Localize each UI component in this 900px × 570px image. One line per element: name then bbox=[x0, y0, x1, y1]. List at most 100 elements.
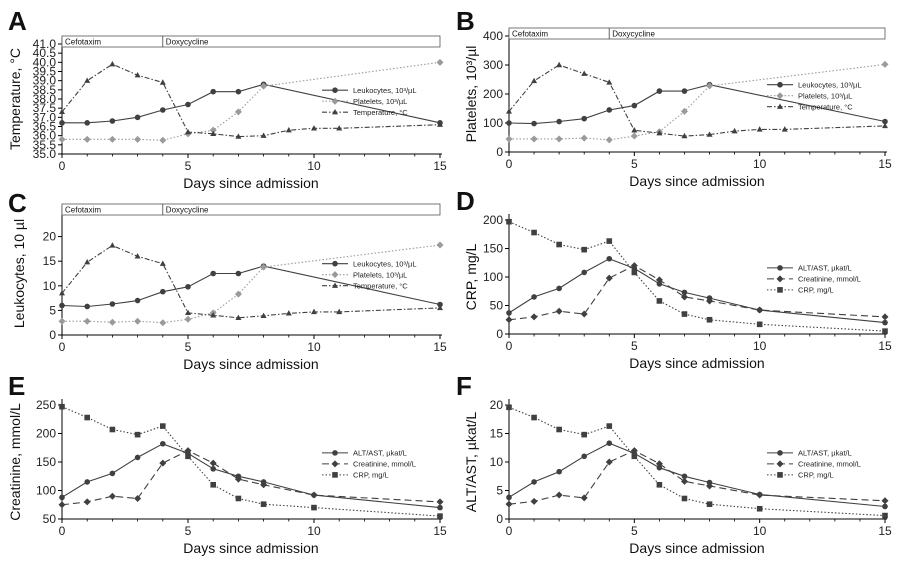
data-point bbox=[160, 423, 166, 429]
data-point bbox=[656, 464, 663, 471]
data-point bbox=[581, 115, 587, 122]
data-point bbox=[556, 426, 562, 433]
data-point bbox=[159, 319, 167, 327]
data-point bbox=[160, 288, 166, 295]
x-tick-label: 5 bbox=[631, 157, 638, 171]
x-tick-label: 15 bbox=[433, 159, 447, 173]
data-point bbox=[630, 447, 638, 455]
legend-marker bbox=[331, 460, 339, 468]
legend-label: Temperature, °C bbox=[798, 103, 853, 112]
panel-label: E bbox=[8, 371, 25, 401]
y-tick-label: 50 bbox=[43, 512, 57, 526]
chart-panel-e: E 50 100 150 200 250 0 5 10 15 Days since admissio… bbox=[7, 371, 447, 556]
data-point bbox=[756, 306, 764, 314]
data-point bbox=[656, 482, 663, 488]
legend-marker bbox=[777, 287, 783, 293]
data-point bbox=[531, 414, 537, 421]
data-point bbox=[185, 453, 191, 460]
data-point bbox=[681, 289, 688, 296]
chart-panel-f: F 0 5 10 15 20 0 5 10 15 Days since admission ALT/A… bbox=[456, 371, 892, 556]
data-point bbox=[756, 126, 763, 132]
series-2 bbox=[59, 403, 443, 519]
data-point bbox=[108, 135, 116, 143]
legend-label: ALT/AST, µkat/L bbox=[353, 449, 407, 458]
data-point bbox=[235, 270, 242, 277]
legend-marker bbox=[777, 103, 783, 109]
data-point bbox=[581, 431, 587, 438]
data-point bbox=[882, 118, 888, 125]
legend-label: Leukocytes, 10³/µL bbox=[798, 81, 862, 90]
data-point bbox=[134, 114, 141, 121]
data-point bbox=[336, 125, 343, 131]
data-point bbox=[681, 132, 688, 139]
data-point bbox=[505, 316, 513, 324]
data-point bbox=[655, 460, 663, 468]
panel-label: F bbox=[456, 371, 472, 401]
data-point bbox=[210, 466, 216, 472]
data-point bbox=[83, 317, 91, 325]
y-tick-label: 0 bbox=[496, 145, 503, 159]
treatment-bar bbox=[162, 35, 441, 48]
legend-label: CRP, mg/L bbox=[798, 471, 834, 480]
data-point bbox=[437, 121, 443, 127]
data-point bbox=[134, 135, 142, 143]
x-tick-label: 0 bbox=[59, 340, 66, 354]
x-tick-label: 10 bbox=[753, 157, 767, 171]
x-tick-label: 15 bbox=[878, 524, 892, 538]
data-point bbox=[311, 308, 317, 315]
data-point bbox=[84, 414, 90, 421]
legend-marker bbox=[332, 109, 338, 115]
chart-panel-a: A 35.035.536.036.537.037.538.038.539.039.… bbox=[7, 6, 447, 191]
data-point bbox=[556, 285, 562, 292]
data-point bbox=[185, 128, 191, 135]
y-tick-label: 150 bbox=[36, 455, 56, 469]
data-point bbox=[881, 60, 889, 68]
y-tick-label: 36.0 bbox=[33, 129, 57, 143]
data-point bbox=[882, 512, 888, 519]
data-point bbox=[260, 481, 268, 489]
data-point bbox=[882, 503, 888, 510]
data-point bbox=[235, 495, 242, 502]
data-point bbox=[109, 301, 116, 307]
treatment-bar bbox=[162, 203, 441, 216]
data-point bbox=[606, 107, 613, 113]
data-point bbox=[556, 61, 563, 68]
data-point bbox=[109, 118, 116, 124]
data-point bbox=[235, 314, 242, 320]
data-point bbox=[235, 133, 242, 139]
series-2 bbox=[506, 404, 888, 519]
data-point bbox=[530, 135, 538, 143]
x-tick-label: 0 bbox=[59, 159, 66, 173]
data-point bbox=[436, 241, 444, 249]
treatment-label: Doxycycline bbox=[166, 206, 209, 215]
panel-label: A bbox=[8, 6, 27, 36]
data-point bbox=[311, 504, 317, 511]
legend-label: Creatinine, mmol/L bbox=[798, 275, 861, 284]
data-point bbox=[630, 132, 638, 140]
data-point bbox=[437, 504, 443, 511]
data-point bbox=[84, 77, 91, 83]
series-line bbox=[508, 64, 886, 137]
data-point bbox=[159, 79, 166, 85]
data-point bbox=[506, 310, 512, 316]
data-point bbox=[555, 135, 563, 143]
data-point bbox=[606, 238, 613, 244]
legend-label: ALT/AST, µkat/L bbox=[798, 264, 852, 273]
data-point bbox=[555, 307, 563, 315]
data-point bbox=[184, 315, 192, 323]
data-point bbox=[185, 101, 191, 108]
data-point bbox=[234, 290, 242, 298]
data-point bbox=[631, 127, 638, 133]
legend-marker bbox=[332, 87, 338, 93]
y-tick-label: 39.0 bbox=[33, 74, 57, 88]
x-axis-label: Days since admission bbox=[183, 175, 318, 191]
y-tick-label: 250 bbox=[36, 398, 56, 412]
data-point bbox=[581, 70, 588, 76]
series-2 bbox=[59, 60, 443, 139]
y-tick-label: 5 bbox=[496, 484, 503, 498]
data-point bbox=[681, 311, 688, 317]
data-point bbox=[84, 258, 91, 265]
data-point bbox=[311, 125, 317, 131]
y-tick-label: 15 bbox=[43, 254, 57, 268]
data-point bbox=[505, 135, 513, 143]
